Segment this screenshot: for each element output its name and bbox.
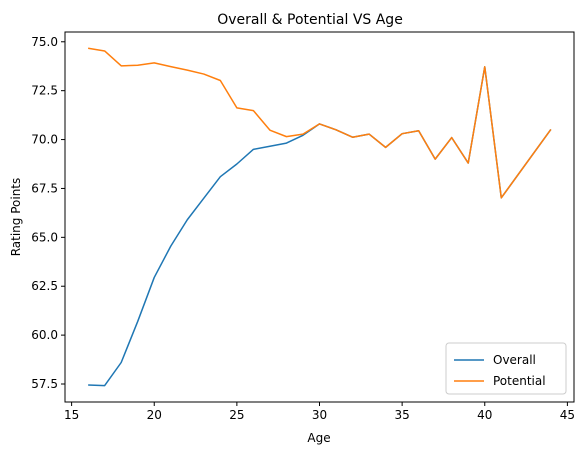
y-tick-label: 72.5 bbox=[31, 84, 58, 98]
y-tick-label: 62.5 bbox=[31, 279, 58, 293]
plot-lines bbox=[88, 47, 552, 387]
x-tick-label: 15 bbox=[64, 408, 79, 422]
x-tick-label: 25 bbox=[229, 408, 244, 422]
y-tick-label: 70.0 bbox=[31, 133, 58, 147]
legend: Overall Potential bbox=[445, 342, 567, 395]
x-axis-ticks: 15 20 25 30 35 40 45 bbox=[64, 402, 575, 422]
plot-frame bbox=[64, 31, 575, 403]
x-tick-label: 45 bbox=[560, 408, 575, 422]
y-tick-label: 65.0 bbox=[31, 230, 58, 244]
legend-label-potential: Potential bbox=[493, 374, 546, 388]
series-line-potential bbox=[88, 47, 552, 199]
y-tick-label: 60.0 bbox=[31, 328, 58, 342]
x-tick-label: 30 bbox=[312, 408, 327, 422]
x-tick-label: 35 bbox=[394, 408, 409, 422]
legend-label-overall: Overall bbox=[493, 353, 536, 367]
x-axis-label: Age bbox=[307, 431, 330, 445]
y-axis-ticks: 57.5 60.0 62.5 65.0 67.5 70.0 72.5 75.0 bbox=[31, 35, 65, 391]
y-axis-label: Rating Points bbox=[9, 178, 23, 257]
y-tick-label: 67.5 bbox=[31, 181, 58, 195]
series-line-overall bbox=[88, 66, 552, 387]
y-tick-label: 57.5 bbox=[31, 377, 58, 391]
x-tick-label: 40 bbox=[477, 408, 492, 422]
y-tick-label: 75.0 bbox=[31, 35, 58, 49]
chart-title: Overall & Potential VS Age bbox=[217, 12, 403, 28]
x-tick-label: 20 bbox=[147, 408, 162, 422]
